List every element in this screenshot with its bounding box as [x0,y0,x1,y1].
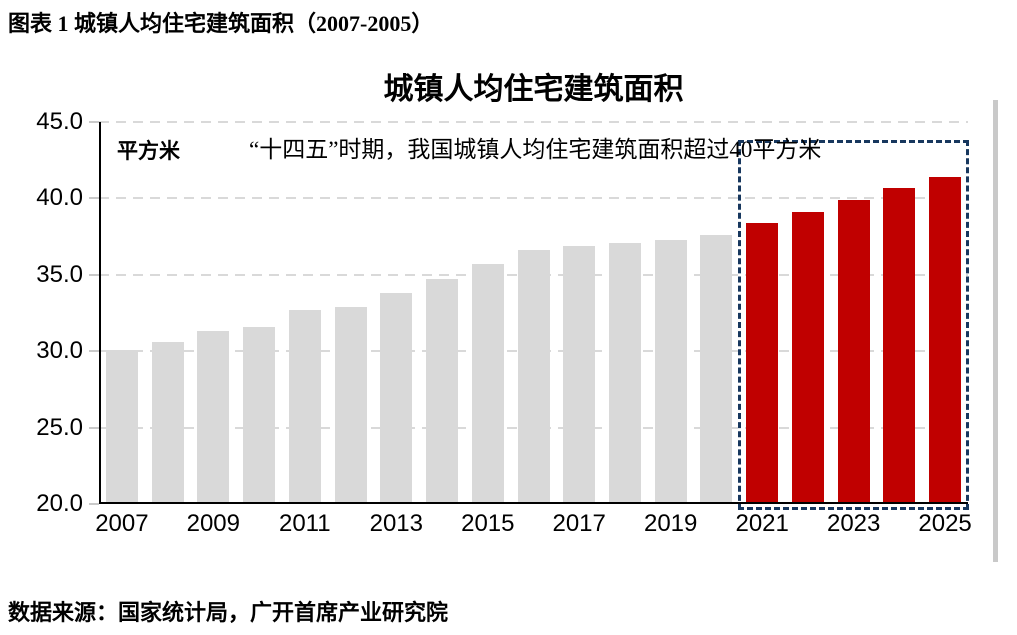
y-tick-label-25: 25.0 [36,413,83,441]
y-axis-tick-40 [89,197,99,200]
y-axis-tick-45 [89,121,99,123]
x-tick-label-2015: 2015 [461,510,515,537]
bar-2009 [197,331,230,504]
bar-2014 [426,279,458,504]
bar-2017 [563,245,596,504]
y-axis-line [99,122,101,504]
data-source: 数据来源：国家统计局，广开首席产业研究院 [8,600,449,625]
x-tick-label-2009: 2009 [186,510,240,537]
x-tick-label-2021: 2021 [735,510,789,537]
bar-2025 [929,177,962,504]
bar-2010 [243,326,276,504]
y-axis-tick-30 [89,350,99,353]
x-tick-label-2017: 2017 [552,510,606,537]
x-tick-label-2019: 2019 [643,510,698,537]
figure-caption: 图表 1 城镇人均住宅建筑面积（2007-2005） [8,11,434,36]
bar-2020 [700,235,733,504]
x-tick-label-2011: 2011 [278,510,331,537]
gridline-45 [99,121,968,123]
plot-area: 平方米 “十四五”时期，我国城镇人均住宅建筑面积超过40平方米 20.0 25.0… [36,108,972,537]
bar-2011 [288,309,321,504]
bar-2024 [883,187,916,504]
bar-2016 [517,250,550,504]
y-axis-tick-20 [89,503,99,505]
bar-2022 [791,212,824,504]
x-axis-line [99,502,968,504]
bar-2021 [746,222,779,504]
y-tick-label-20: 20.0 [36,490,83,517]
bar-2015 [471,264,504,504]
chart-annotation: “十四五”时期，我国城镇人均住宅建筑面积超过40平方米 [249,137,822,162]
y-tick-label-35: 35.0 [36,260,83,288]
y-tick-label-40: 40.0 [36,184,83,212]
gridline-40 [99,197,968,200]
y-axis-tick-35 [89,273,99,276]
chart-title: 城镇人均住宅建筑面积 [383,73,684,106]
bar-2013 [380,293,413,504]
bar-2019 [654,239,687,504]
y-tick-label-30: 30.0 [36,337,83,365]
bar-2007 [105,349,138,504]
x-tick-label-2007: 2007 [95,510,149,537]
x-tick-label-2025: 2025 [918,510,972,537]
x-tick-label-2023: 2023 [826,510,881,537]
y-axis-tick-25 [89,426,99,429]
y-tick-label-45: 45.0 [36,108,83,135]
bar-2023 [837,199,870,504]
bar-2018 [609,242,641,504]
highlight-box [738,140,969,510]
bar-2012 [334,306,367,504]
bar-2008 [151,342,184,504]
figure-shadow [993,100,998,562]
y-axis-unit-label: 平方米 [117,139,180,163]
x-tick-label-2013: 2013 [369,510,423,537]
